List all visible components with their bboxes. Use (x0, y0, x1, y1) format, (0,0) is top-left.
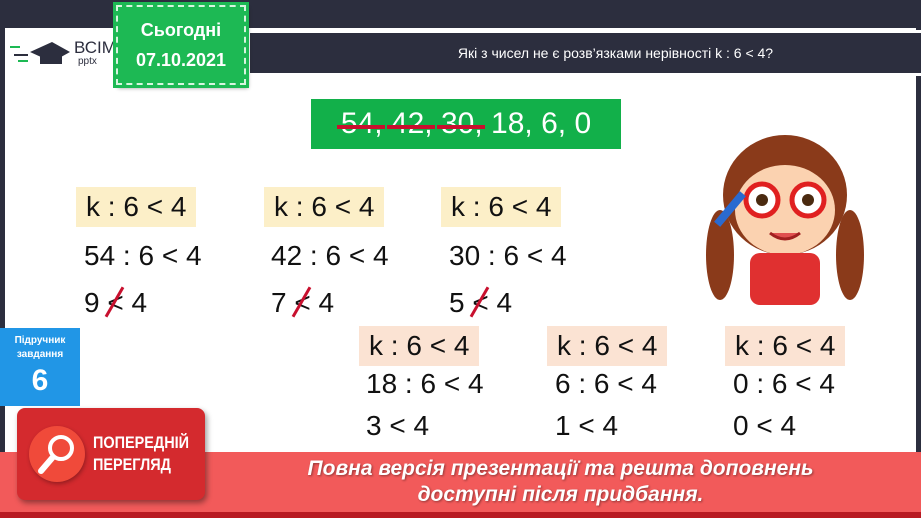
banner-line-1: Повна версія презентації та решта доповн… (307, 457, 814, 480)
substitution: 18 : 6 < 4 (366, 368, 484, 399)
date-label: Сьогодні (140, 20, 222, 40)
substitution: 0 : 6 < 4 (733, 368, 835, 399)
task-number: 6 (31, 364, 49, 397)
preview-line-1: ПОПЕРЕДНІЙ (93, 433, 190, 452)
task-label: завдання (16, 349, 64, 360)
inequality-label: k : 6 < 4 (359, 326, 480, 366)
magnifier-icon (29, 426, 85, 482)
substitution: 30 : 6 < 4 (449, 240, 567, 271)
logo-sub: pptx (78, 55, 97, 67)
date-badge: Сьогодні 07.10.2021 (113, 2, 249, 88)
numbers-box: 54, 42, 30, 18, 6, 0 (311, 99, 621, 149)
preview-line-2: ПЕРЕГЛЯД (93, 455, 171, 474)
banner-line-2: доступні після придбання. (417, 483, 704, 506)
inequality-label: k : 6 < 4 (76, 187, 197, 227)
result-true: 1 < 4 (555, 410, 619, 441)
inequality-label: k : 6 < 4 (441, 187, 562, 227)
remaining-numbers: 18, 6, 0 (491, 107, 592, 140)
inequality-label: k : 6 < 4 (725, 326, 846, 366)
substitution: 6 : 6 < 4 (555, 368, 657, 399)
girl-illustration (706, 135, 864, 305)
preview-badge: ПОПЕРЕДНІЙ ПЕРЕГЛЯД (17, 408, 205, 500)
logo-brand: ВСІМ (74, 37, 116, 57)
graduation-cap-icon (10, 42, 70, 64)
struck-number: 30, (437, 107, 485, 140)
textbook-label: Підручник (14, 335, 66, 346)
question-text: Які з чисел не є розв’язками нерівності … (457, 45, 774, 61)
date-value: 07.10.2021 (135, 50, 227, 70)
result-false: 7 < 4 (271, 287, 335, 318)
question-header: Які з чисел не є розв’язками нерівності … (250, 30, 921, 76)
result-false: 9 < 4 (84, 287, 148, 318)
result-true: 0 < 4 (733, 410, 797, 441)
substitution: 54 : 6 < 4 (84, 240, 202, 271)
task-badge: Підручник завдання 6 (0, 328, 80, 406)
result-false: 5 < 4 (449, 287, 513, 318)
inequality-label: k : 6 < 4 (264, 187, 385, 227)
inequality-label: k : 6 < 4 (547, 326, 668, 366)
struck-number: 54, (336, 107, 385, 140)
substitution: 42 : 6 < 4 (271, 240, 389, 271)
struck-number: 42, (386, 107, 435, 140)
logo: ВСІМ pptx (10, 38, 116, 68)
result-true: 3 < 4 (366, 410, 430, 441)
